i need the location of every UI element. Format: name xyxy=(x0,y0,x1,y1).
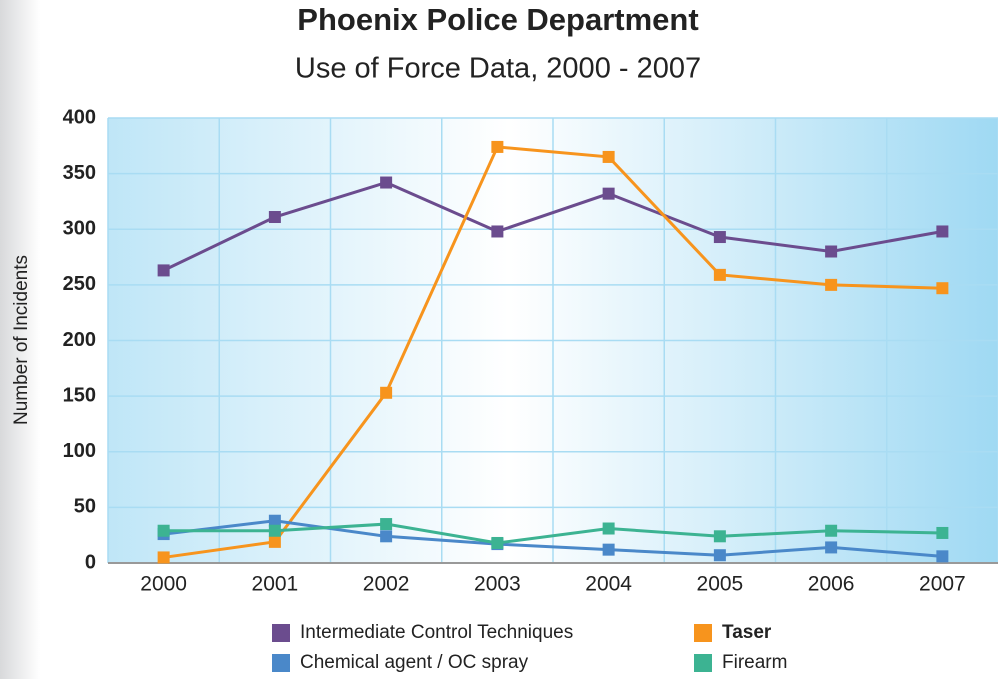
point-marker xyxy=(602,150,615,163)
point-marker xyxy=(268,524,281,537)
y-tick-label: 50 xyxy=(74,496,96,518)
point-marker xyxy=(491,225,504,238)
point-marker xyxy=(491,140,504,153)
point-marker xyxy=(602,522,615,535)
point-marker xyxy=(825,278,838,291)
legend-swatch xyxy=(694,654,712,672)
point-marker xyxy=(936,282,949,295)
y-tick-label: 150 xyxy=(63,384,96,406)
x-tick-label: 2002 xyxy=(363,573,410,596)
side-band xyxy=(0,0,40,679)
y-tick-label: 350 xyxy=(63,162,96,184)
y-axis-label: Number of Incidents xyxy=(11,255,32,425)
chart-title: Phoenix Police Department xyxy=(297,2,698,37)
legend-label: Chemical agent / OC spray xyxy=(300,652,529,673)
y-tick-label: 250 xyxy=(63,273,96,295)
point-marker xyxy=(268,211,281,224)
y-tick-label: 200 xyxy=(63,329,96,351)
point-marker xyxy=(157,264,170,277)
y-tick-label: 0 xyxy=(85,551,96,573)
series-line xyxy=(162,180,943,272)
legend-label: Taser xyxy=(722,622,772,643)
point-marker xyxy=(936,225,949,238)
point-marker xyxy=(713,231,726,244)
legend-swatch xyxy=(694,624,712,642)
point-marker xyxy=(602,187,615,200)
point-marker xyxy=(380,530,393,543)
series-line xyxy=(163,519,943,558)
x-tick-label: 2003 xyxy=(474,573,521,596)
x-tick-label: 2004 xyxy=(585,573,632,596)
series-line xyxy=(163,145,943,559)
point-marker xyxy=(157,524,170,537)
y-tick-label: 400 xyxy=(63,106,96,128)
legend-swatch xyxy=(272,654,290,672)
point-marker xyxy=(825,245,838,258)
x-tick-label: 2001 xyxy=(252,573,299,596)
legend-label: Firearm xyxy=(722,652,787,673)
series-line xyxy=(163,522,943,545)
y-tick-label: 300 xyxy=(63,218,96,240)
point-marker xyxy=(380,386,393,399)
x-tick-label: 2000 xyxy=(140,573,187,596)
chart-subtitle: Use of Force Data, 2000 - 2007 xyxy=(295,53,701,85)
point-marker xyxy=(825,524,838,537)
legend-label: Intermediate Control Techniques xyxy=(300,622,573,643)
x-tick-label: 2006 xyxy=(808,573,855,596)
point-marker xyxy=(268,514,281,527)
point-marker xyxy=(380,518,393,531)
point-marker xyxy=(713,530,726,543)
x-tick-label: 2007 xyxy=(919,573,966,596)
legend-swatch xyxy=(272,624,290,642)
y-tick-label: 100 xyxy=(63,440,96,462)
point-marker xyxy=(602,543,615,556)
point-marker xyxy=(268,535,281,548)
point-marker xyxy=(157,551,170,564)
point-marker xyxy=(491,536,504,549)
point-marker xyxy=(380,176,393,189)
x-tick-label: 2005 xyxy=(697,573,744,596)
point-marker xyxy=(713,268,726,281)
point-marker xyxy=(936,550,949,563)
point-marker xyxy=(936,526,949,539)
point-marker xyxy=(713,549,726,562)
point-marker xyxy=(825,541,838,554)
